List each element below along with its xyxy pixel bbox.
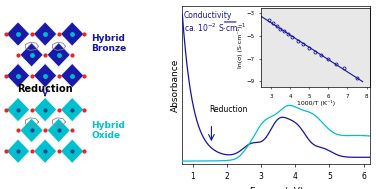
Polygon shape <box>6 22 30 46</box>
Y-axis label: Absorbance: Absorbance <box>171 58 180 112</box>
Polygon shape <box>33 139 57 163</box>
Text: Reduction: Reduction <box>17 84 73 94</box>
Polygon shape <box>61 64 84 88</box>
X-axis label: 1000/T (K⁻¹): 1000/T (K⁻¹) <box>297 100 335 106</box>
Polygon shape <box>47 118 70 143</box>
Polygon shape <box>6 64 30 88</box>
Polygon shape <box>61 98 84 122</box>
Text: Reduction: Reduction <box>210 105 248 114</box>
Text: Conductivity: Conductivity <box>184 11 232 20</box>
Polygon shape <box>6 139 30 163</box>
Polygon shape <box>61 139 84 163</box>
Polygon shape <box>33 64 57 88</box>
Y-axis label: ln(σ) (S·cm⁻¹): ln(σ) (S·cm⁻¹) <box>238 26 244 68</box>
Polygon shape <box>61 22 84 46</box>
Polygon shape <box>33 98 57 122</box>
Polygon shape <box>6 98 30 122</box>
Polygon shape <box>20 43 43 67</box>
Polygon shape <box>33 22 57 46</box>
Text: ca. 10$^{-2}$ S$\cdot$cm$^{-1}$: ca. 10$^{-2}$ S$\cdot$cm$^{-1}$ <box>184 22 246 34</box>
Polygon shape <box>20 118 43 143</box>
X-axis label: Energy (eV): Energy (eV) <box>250 187 303 189</box>
Text: Hybrid
Bronze: Hybrid Bronze <box>91 34 126 53</box>
Polygon shape <box>47 43 70 67</box>
Text: Hybrid
Oxide: Hybrid Oxide <box>91 121 125 140</box>
